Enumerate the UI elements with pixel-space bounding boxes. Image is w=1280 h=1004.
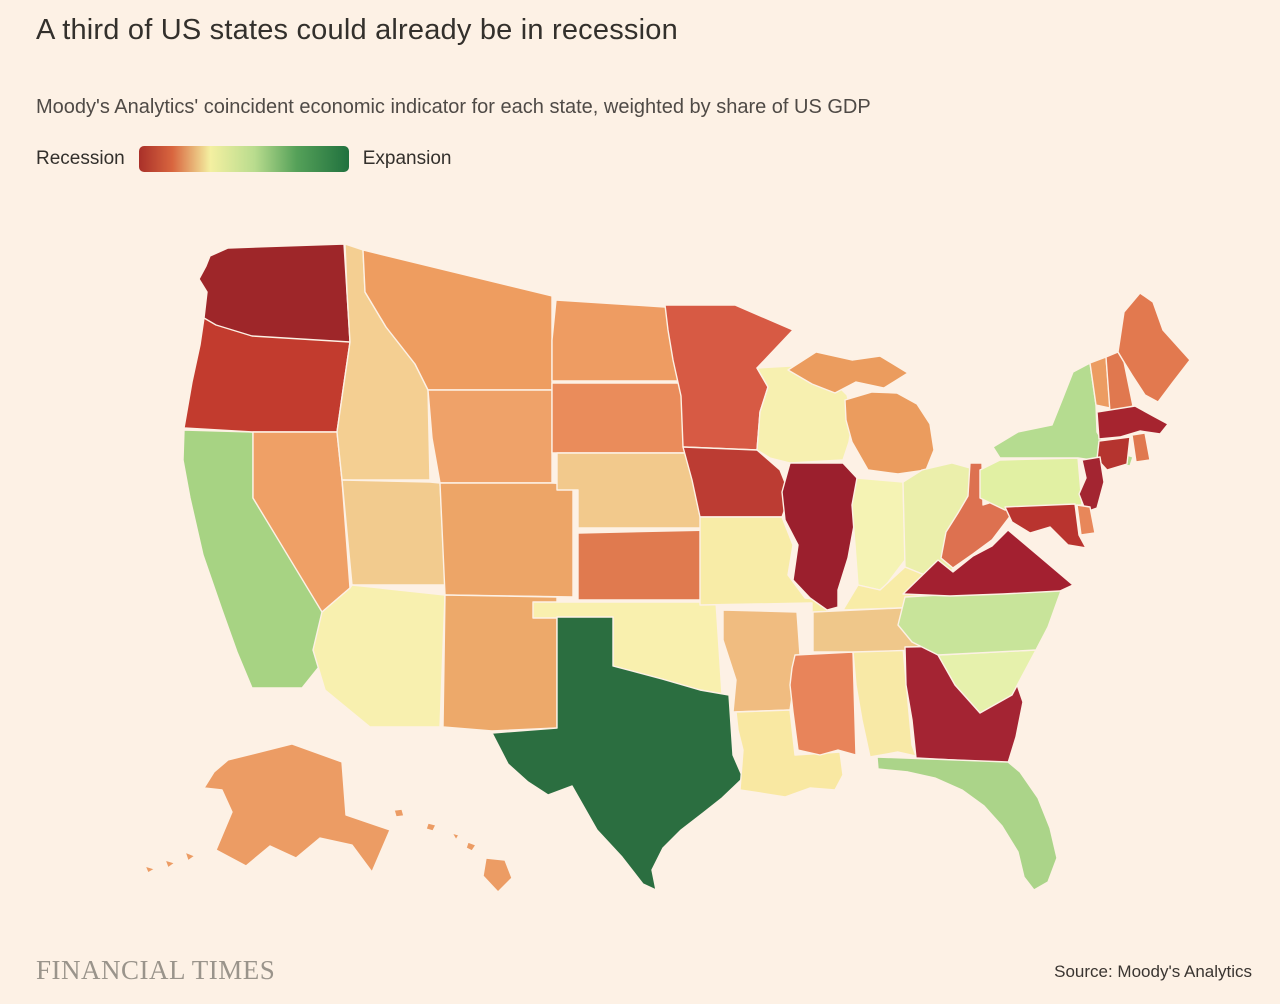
source-note: Source: Moody's Analytics [1054, 962, 1252, 981]
legend-recession-label: Recession [36, 148, 125, 169]
state-maryland [1004, 503, 1087, 549]
state-new-hampshire [1105, 351, 1134, 413]
state-utah [341, 479, 446, 586]
state-alaska [203, 743, 391, 873]
state-virginia [902, 529, 1074, 597]
state-north-carolina [897, 587, 1063, 656]
state-alaska-aleutians-1 [184, 851, 196, 862]
state-texas [491, 616, 744, 891]
page-title: A third of US states could already be in… [36, 14, 678, 46]
state-alaska-aleutians-3 [144, 865, 156, 874]
state-hawaii-oahu [425, 822, 437, 832]
state-new-jersey [1078, 456, 1105, 513]
state-wyoming [427, 389, 553, 484]
state-rhode-island [1131, 432, 1151, 463]
legend: Recession Expansion [36, 146, 451, 172]
state-michigan-lower-peninsula [844, 391, 935, 475]
state-colorado [439, 482, 574, 598]
state-maine [1117, 292, 1191, 403]
state-montana [362, 249, 553, 391]
state-hawaii-kauai [393, 808, 405, 818]
state-pennsylvania [979, 457, 1083, 511]
state-hawaii-molokai [451, 832, 460, 841]
state-north-dakota [551, 299, 684, 382]
state-kansas [577, 529, 717, 601]
state-new-mexico [442, 594, 558, 732]
chart-subtitle: Moody's Analytics' coincident economic i… [36, 96, 871, 118]
state-louisiana [735, 709, 844, 798]
state-mississippi [789, 651, 857, 756]
state-massachusetts [1096, 405, 1169, 440]
state-arkansas [722, 609, 801, 713]
state-connecticut [1096, 436, 1131, 471]
state-florida [876, 756, 1058, 891]
legend-gradient-bar [138, 146, 349, 172]
state-hawaii-maui [465, 841, 477, 852]
state-hawaii-big-island [482, 857, 513, 893]
state-indiana [851, 477, 906, 591]
state-west-virginia [940, 462, 1012, 569]
state-delaware [1076, 504, 1096, 536]
state-arizona [312, 584, 446, 728]
state-michigan-upper-peninsula [787, 351, 909, 394]
state-alaska-aleutians-2 [164, 859, 176, 869]
state-washington [198, 243, 351, 343]
state-south-dakota [551, 382, 691, 454]
legend-expansion-label: Expansion [362, 148, 452, 169]
ft-logo: FINANCIAL TIMES [36, 955, 276, 985]
